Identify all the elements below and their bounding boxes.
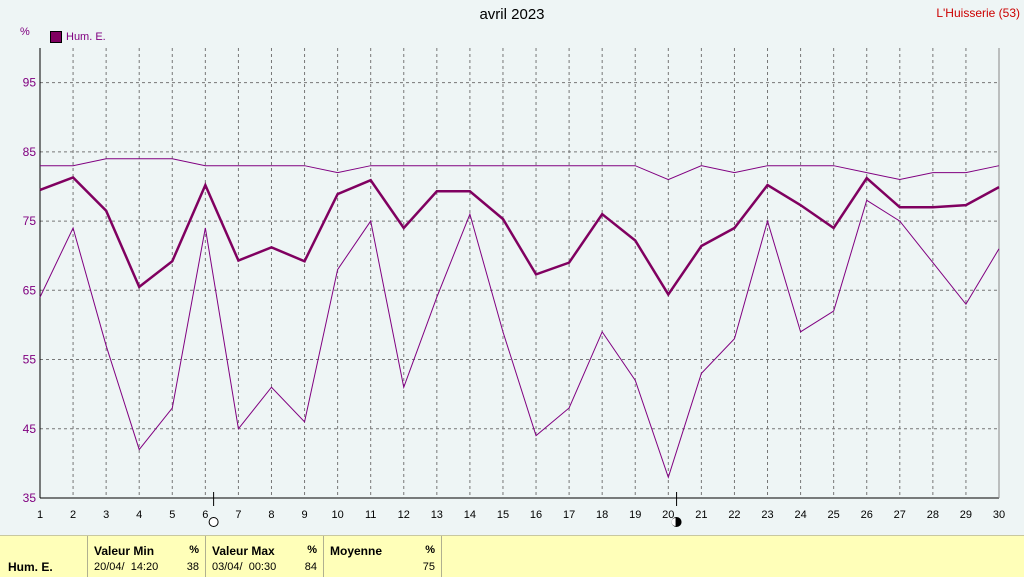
y-tick-label: 55 bbox=[23, 353, 37, 367]
series-line-mean bbox=[39, 176, 1000, 297]
x-tick-labels: 1 2 3 4 5 6 7 8 9 10 11 12 13 14 15 16 17 18 19 20 21 22 23 24 2… bbox=[37, 509, 1005, 521]
series-line-min bbox=[39, 199, 1000, 479]
min-header: Valeur Min bbox=[94, 544, 155, 558]
moon-highlight-icon bbox=[671, 518, 676, 526]
x-tick-label: 21 bbox=[695, 509, 707, 521]
max-time: 03/04/ 00:30 bbox=[212, 561, 277, 573]
moon-open-icon bbox=[208, 517, 219, 527]
series-lines bbox=[39, 158, 1000, 479]
x-tick-label: 23 bbox=[761, 509, 773, 521]
x-tick-label: 14 bbox=[464, 509, 476, 521]
x-tick-label: 27 bbox=[894, 509, 906, 521]
x-tick-label: 18 bbox=[596, 509, 608, 521]
legend-swatch bbox=[50, 31, 62, 43]
stats-min-cell: Valeur Min % 20/04/ 14:20 38 bbox=[88, 536, 206, 577]
x-tick-label: 25 bbox=[828, 509, 840, 521]
station-name: L'Huisserie (53) bbox=[936, 6, 1020, 20]
x-tick-label: 11 bbox=[365, 509, 376, 521]
x-tick-label: 24 bbox=[794, 509, 806, 521]
y-tick-label: 45 bbox=[23, 422, 37, 436]
y-tick-labels: 35 45 55 65 75 85 95 bbox=[23, 76, 37, 505]
stats-series-name: Hum. E. bbox=[8, 560, 53, 574]
x-tick-label: 5 bbox=[169, 509, 175, 521]
y-tick-label: 75 bbox=[23, 214, 37, 228]
series-line-max bbox=[40, 158, 1000, 181]
x-tick-label: 1 bbox=[37, 509, 43, 521]
x-tick-label: 30 bbox=[993, 509, 1005, 521]
x-tick-label: 19 bbox=[629, 509, 641, 521]
min-unit: % bbox=[189, 544, 199, 556]
x-tick-label: 3 bbox=[103, 509, 109, 521]
x-tick-label: 20 bbox=[662, 509, 674, 521]
avg-value: 75 bbox=[422, 561, 435, 573]
y-tick-label: 95 bbox=[23, 76, 37, 90]
min-time: 20/04/ 14:20 bbox=[94, 561, 159, 573]
x-tick-label: 8 bbox=[268, 509, 274, 521]
y-unit-label: % bbox=[20, 26, 30, 38]
x-tick-label: 6 bbox=[202, 509, 208, 521]
x-tick-label: 17 bbox=[563, 509, 575, 521]
x-tick-label: 4 bbox=[136, 509, 142, 521]
x-tick-label: 15 bbox=[497, 509, 509, 521]
stats-series-cell: Hum. E. bbox=[0, 536, 88, 577]
x-tick-label: 10 bbox=[331, 509, 343, 521]
y-tick-label: 35 bbox=[23, 491, 37, 505]
max-header: Valeur Max bbox=[212, 544, 275, 558]
legend: Hum. E. bbox=[50, 31, 106, 43]
stats-max-cell: Valeur Max % 03/04/ 00:30 84 bbox=[206, 536, 324, 577]
x-tick-label: 16 bbox=[530, 509, 542, 521]
max-unit: % bbox=[307, 544, 317, 556]
x-tick-label: 2 bbox=[70, 509, 76, 521]
x-tick-label: 29 bbox=[960, 509, 972, 521]
avg-unit: % bbox=[425, 544, 435, 556]
legend-label: Hum. E. bbox=[66, 31, 106, 43]
x-tick-label: 9 bbox=[301, 509, 307, 521]
stats-avg-cell: Moyenne % 75 bbox=[324, 536, 442, 577]
y-tick-label: 65 bbox=[23, 283, 37, 297]
x-tick-label: 13 bbox=[431, 509, 443, 521]
x-tick-label: 26 bbox=[861, 509, 873, 521]
x-tick-label: 22 bbox=[728, 509, 740, 521]
min-value: 38 bbox=[186, 561, 199, 573]
x-tick-label: 12 bbox=[398, 509, 410, 521]
avg-header: Moyenne bbox=[330, 544, 383, 558]
axes bbox=[39, 48, 1000, 499]
y-tick-label: 85 bbox=[23, 145, 37, 159]
stats-panel: Hum. E. Valeur Min % 20/04/ 14:20 38 Val… bbox=[0, 535, 1024, 577]
x-tick-label: 7 bbox=[235, 509, 241, 521]
x-tick-label: 28 bbox=[927, 509, 939, 521]
day-markers bbox=[208, 492, 682, 527]
grid bbox=[40, 48, 999, 498]
max-value: 84 bbox=[304, 561, 317, 573]
chart-title: avril 2023 bbox=[479, 6, 545, 23]
